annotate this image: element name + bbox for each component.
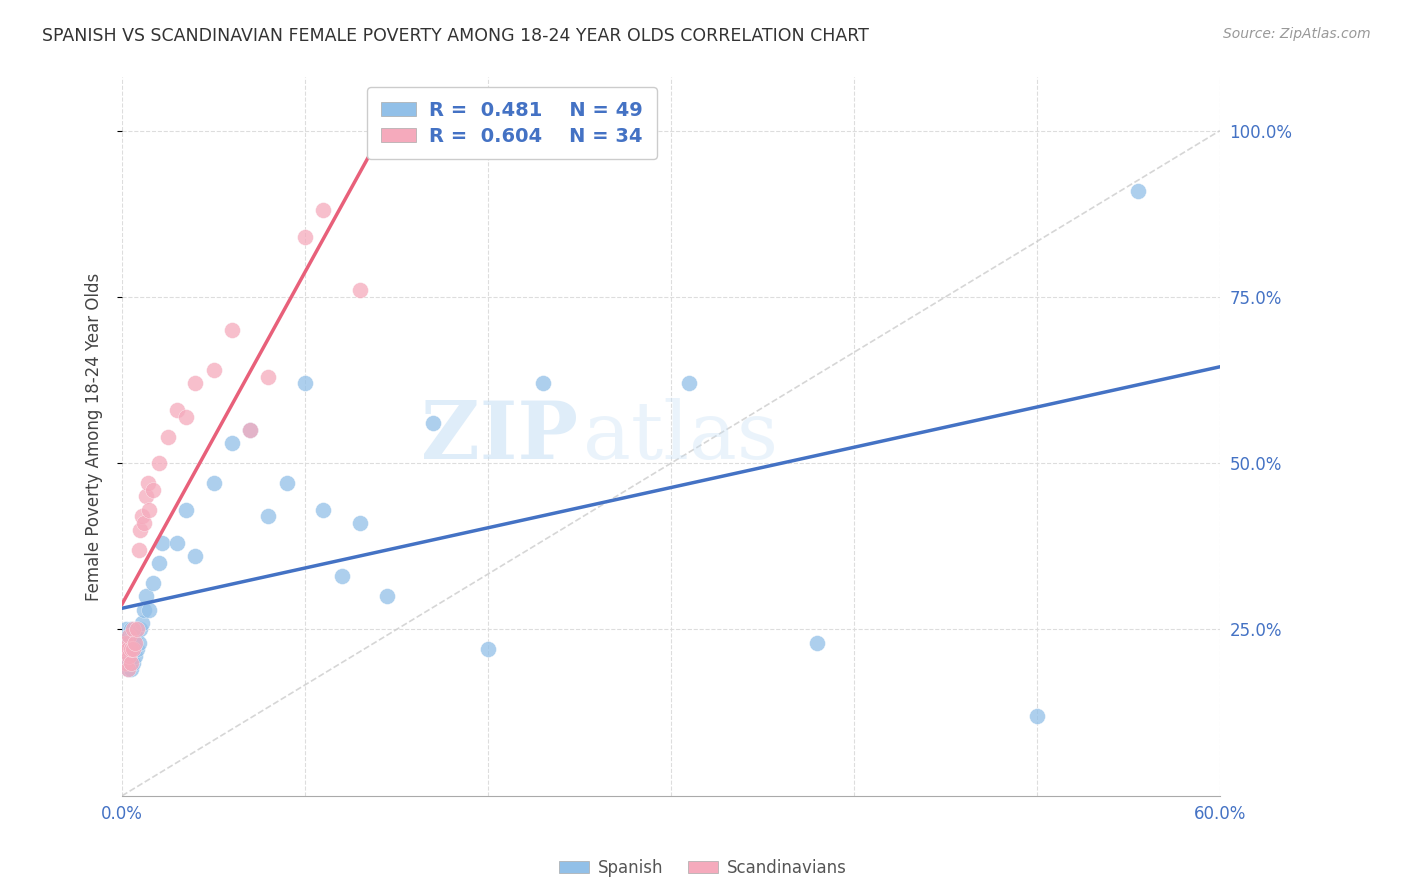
Point xyxy=(202,363,225,377)
Point xyxy=(118,649,141,664)
Point xyxy=(132,516,155,530)
Point xyxy=(131,615,153,630)
Point xyxy=(156,429,179,443)
Point xyxy=(128,636,150,650)
Text: atlas: atlas xyxy=(583,398,779,475)
Point xyxy=(422,417,444,431)
Point xyxy=(138,502,160,516)
Point xyxy=(132,602,155,616)
Point xyxy=(124,636,146,650)
Point xyxy=(118,629,141,643)
Point xyxy=(395,123,418,137)
Point xyxy=(117,642,139,657)
Point xyxy=(312,502,335,516)
Point xyxy=(239,423,262,437)
Point xyxy=(330,569,353,583)
Point xyxy=(120,662,142,676)
Point xyxy=(349,283,371,297)
Point xyxy=(122,623,145,637)
Point xyxy=(294,376,316,391)
Point xyxy=(122,656,145,670)
Point xyxy=(112,649,135,664)
Point xyxy=(118,642,141,657)
Point xyxy=(806,636,828,650)
Point xyxy=(117,662,139,676)
Point xyxy=(122,636,145,650)
Legend: R =  0.481    N = 49, R =  0.604    N = 34: R = 0.481 N = 49, R = 0.604 N = 34 xyxy=(367,87,657,159)
Point xyxy=(257,369,280,384)
Point xyxy=(257,509,280,524)
Point xyxy=(117,629,139,643)
Point xyxy=(131,509,153,524)
Legend: Spanish, Scandinavians: Spanish, Scandinavians xyxy=(553,853,853,884)
Point xyxy=(531,376,554,391)
Point xyxy=(174,502,197,516)
Point xyxy=(184,376,207,391)
Point xyxy=(114,656,136,670)
Point xyxy=(166,536,188,550)
Y-axis label: Female Poverty Among 18-24 Year Olds: Female Poverty Among 18-24 Year Olds xyxy=(86,272,103,600)
Point xyxy=(129,623,152,637)
Point xyxy=(114,642,136,657)
Point xyxy=(148,456,170,470)
Point xyxy=(202,476,225,491)
Point xyxy=(142,483,165,497)
Point xyxy=(125,623,148,637)
Point xyxy=(1025,709,1047,723)
Text: Source: ZipAtlas.com: Source: ZipAtlas.com xyxy=(1223,27,1371,41)
Point xyxy=(122,642,145,657)
Text: ZIP: ZIP xyxy=(420,398,578,475)
Point xyxy=(135,589,157,603)
Point xyxy=(117,662,139,676)
Point xyxy=(148,556,170,570)
Point xyxy=(136,476,159,491)
Point xyxy=(112,636,135,650)
Point xyxy=(114,656,136,670)
Point xyxy=(221,323,243,337)
Point xyxy=(477,642,499,657)
Point xyxy=(118,656,141,670)
Point xyxy=(120,656,142,670)
Point xyxy=(114,636,136,650)
Point xyxy=(135,490,157,504)
Point xyxy=(118,636,141,650)
Point xyxy=(112,642,135,657)
Point xyxy=(114,623,136,637)
Text: SPANISH VS SCANDINAVIAN FEMALE POVERTY AMONG 18-24 YEAR OLDS CORRELATION CHART: SPANISH VS SCANDINAVIAN FEMALE POVERTY A… xyxy=(42,27,869,45)
Point xyxy=(1126,184,1149,198)
Point xyxy=(150,536,173,550)
Point xyxy=(124,649,146,664)
Point xyxy=(377,589,399,603)
Point xyxy=(117,642,139,657)
Point xyxy=(142,576,165,591)
Point xyxy=(128,542,150,557)
Point xyxy=(120,642,142,657)
Point xyxy=(239,423,262,437)
Point xyxy=(349,516,371,530)
Point xyxy=(276,476,298,491)
Point xyxy=(678,376,700,391)
Point xyxy=(124,629,146,643)
Point xyxy=(117,649,139,664)
Point xyxy=(221,436,243,450)
Point xyxy=(184,549,207,564)
Point xyxy=(120,649,142,664)
Point xyxy=(312,203,335,218)
Point xyxy=(174,409,197,424)
Point xyxy=(125,642,148,657)
Point xyxy=(294,230,316,244)
Point xyxy=(138,602,160,616)
Point xyxy=(120,623,142,637)
Point xyxy=(129,523,152,537)
Point xyxy=(166,403,188,417)
